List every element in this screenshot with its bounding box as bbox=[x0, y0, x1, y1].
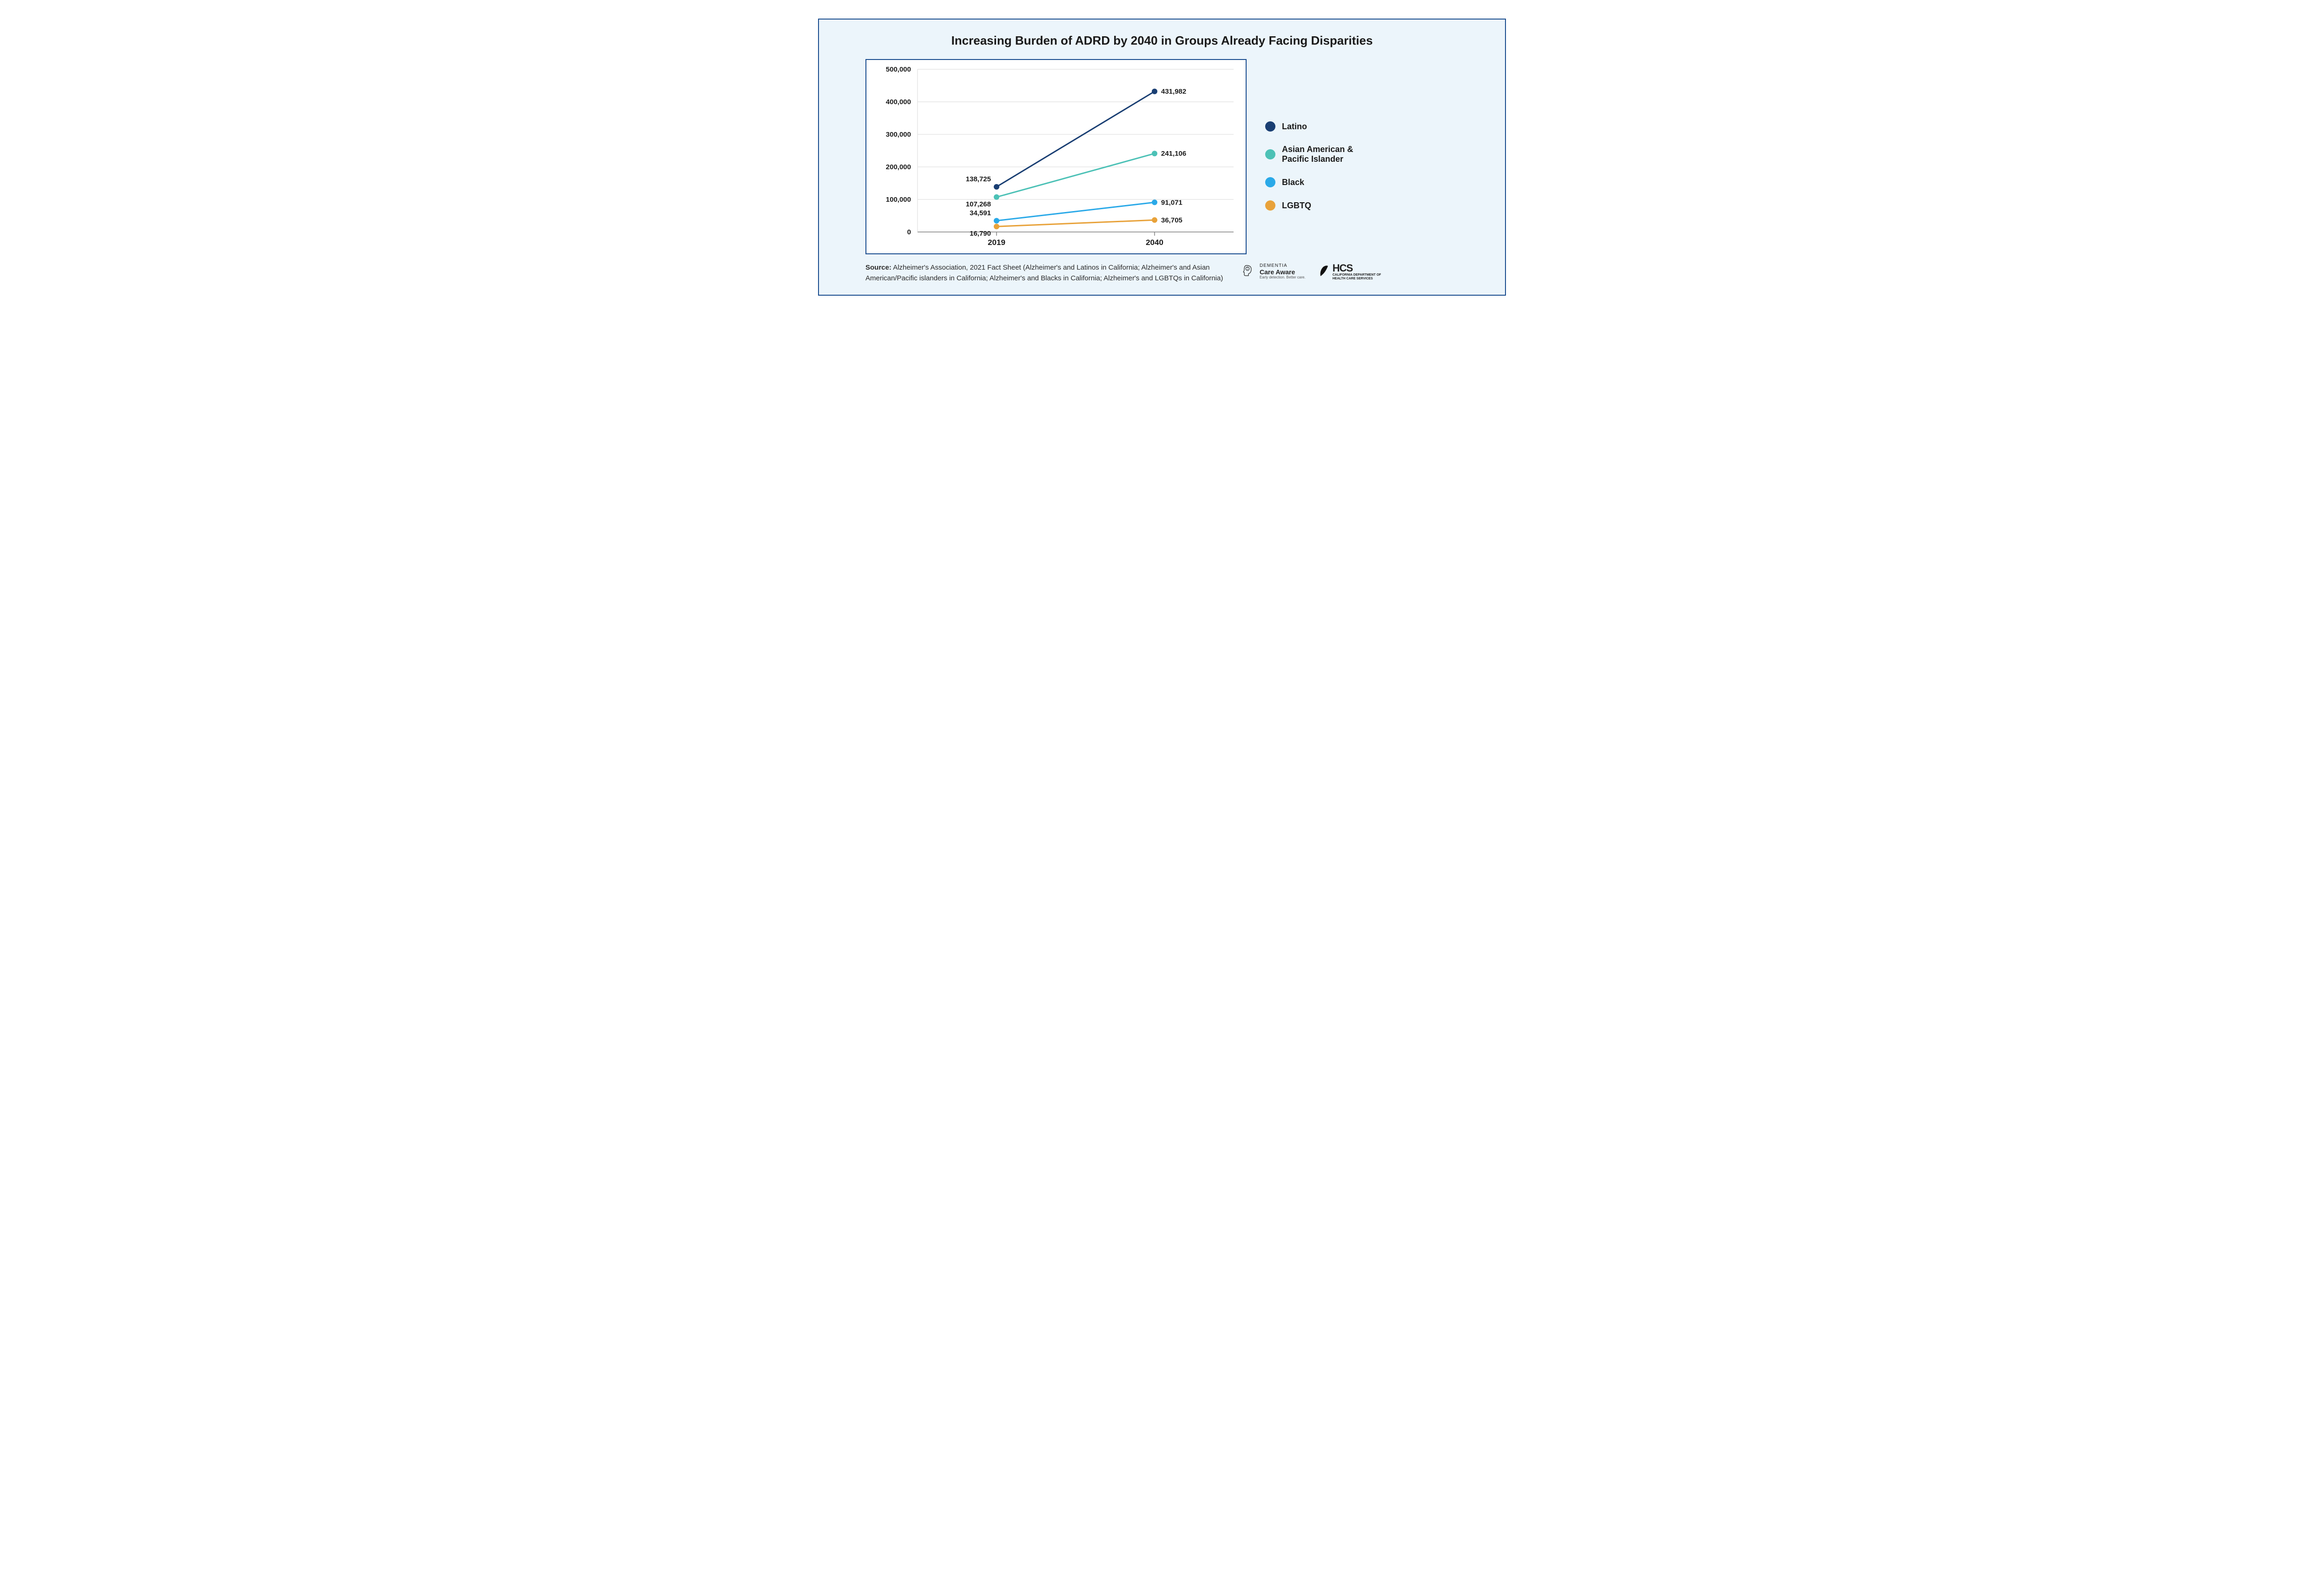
legend-label: Asian American & Pacific Islander bbox=[1282, 145, 1353, 164]
line-chart-svg: 0 100,000 200,000 300,000 400,000 500,000 2019… bbox=[866, 60, 1248, 255]
svg-text:16,790: 16,790 bbox=[970, 230, 991, 238]
footer-row: Source: Alzheimer's Association, 2021 Fa… bbox=[838, 263, 1486, 284]
svg-text:241,106: 241,106 bbox=[1161, 150, 1186, 158]
svg-text:107,268: 107,268 bbox=[966, 200, 991, 208]
svg-text:200,000: 200,000 bbox=[886, 163, 911, 171]
legend-item: Asian American & Pacific Islander bbox=[1265, 145, 1486, 164]
svg-text:91,071: 91,071 bbox=[1161, 199, 1182, 206]
legend-label: Latino bbox=[1282, 122, 1307, 132]
legend-label: LGBTQ bbox=[1282, 201, 1311, 211]
svg-text:138,725: 138,725 bbox=[966, 175, 991, 183]
svg-text:0: 0 bbox=[907, 228, 911, 236]
legend-item: Black bbox=[1265, 177, 1486, 187]
head-icon bbox=[1242, 264, 1256, 279]
svg-text:2019: 2019 bbox=[988, 238, 1005, 247]
legend-item: Latino bbox=[1265, 121, 1486, 132]
legend-label: Black bbox=[1282, 178, 1304, 187]
leaf-icon bbox=[1319, 264, 1329, 279]
chart-box: 0 100,000 200,000 300,000 400,000 500,000 2019… bbox=[865, 59, 1247, 254]
legend-dot bbox=[1265, 177, 1275, 187]
logos: DEMENTIA Care Aware Early detection. Bet… bbox=[1242, 263, 1390, 280]
svg-text:500,000: 500,000 bbox=[886, 66, 911, 73]
dementia-care-aware-logo: DEMENTIA Care Aware Early detection. Bet… bbox=[1242, 264, 1306, 279]
chart-title: Increasing Burden of ADRD by 2040 in Gro… bbox=[838, 33, 1486, 48]
svg-text:100,000: 100,000 bbox=[886, 196, 911, 204]
svg-text:400,000: 400,000 bbox=[886, 98, 911, 106]
svg-text:2040: 2040 bbox=[1146, 238, 1163, 247]
source-label: Source: bbox=[865, 264, 891, 271]
legend-dot bbox=[1265, 200, 1275, 211]
legend-dot bbox=[1265, 121, 1275, 132]
legend-dot bbox=[1265, 149, 1275, 159]
dca-logo-text: DEMENTIA Care Aware Early detection. Bet… bbox=[1260, 264, 1306, 279]
source-text: Source: Alzheimer's Association, 2021 Fa… bbox=[865, 263, 1228, 284]
chart-frame: Increasing Burden of ADRD by 2040 in Gro… bbox=[818, 19, 1506, 296]
chart-legend: Latino Asian American & Pacific Islander B… bbox=[1265, 103, 1486, 211]
svg-text:36,705: 36,705 bbox=[1161, 216, 1182, 224]
svg-text:431,982: 431,982 bbox=[1161, 88, 1186, 96]
hcs-logo: HCS CALIFORNIA DEPARTMENT OF HEALTH CARE… bbox=[1319, 263, 1381, 280]
content-row: 0 100,000 200,000 300,000 400,000 500,000 2019… bbox=[838, 59, 1486, 254]
legend-item: LGBTQ bbox=[1265, 200, 1486, 211]
svg-text:34,591: 34,591 bbox=[970, 209, 991, 217]
hcs-logo-text: HCS CALIFORNIA DEPARTMENT OF HEALTH CARE… bbox=[1333, 263, 1381, 280]
svg-text:300,000: 300,000 bbox=[886, 131, 911, 139]
source-body: Alzheimer's Association, 2021 Fact Sheet… bbox=[865, 264, 1223, 282]
